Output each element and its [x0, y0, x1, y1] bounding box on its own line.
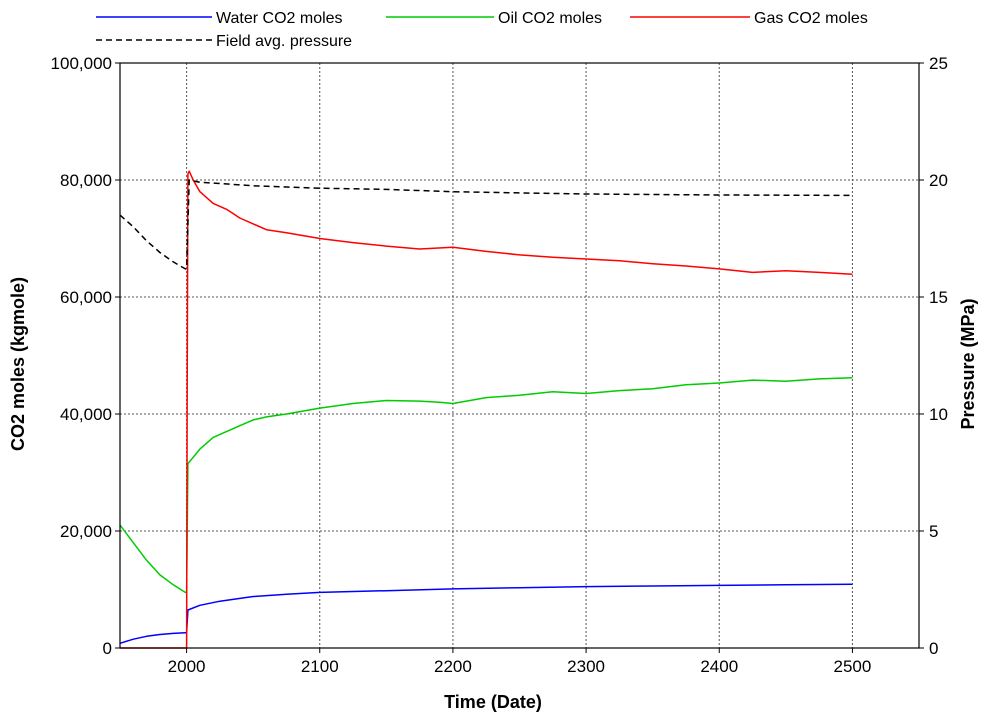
y-axis-title: CO2 moles (kgmole)	[8, 277, 28, 451]
y-tick-label: 0	[103, 639, 112, 658]
series-line-oil-co2-moles	[119, 376, 853, 594]
y2-tick-label: 20	[929, 171, 948, 190]
y2-tick-label: 5	[929, 522, 938, 541]
y-tick-label: 20,000	[60, 522, 112, 541]
y-tick-label: 40,000	[60, 405, 112, 424]
y2-tick-label: 0	[929, 639, 938, 658]
series-line-water-co2-moles	[119, 583, 853, 645]
plot-area	[119, 170, 853, 649]
x-tick-label: 2200	[434, 657, 472, 676]
series-line-gas-co2-moles	[120, 170, 853, 649]
y2-tick-label: 10	[929, 405, 948, 424]
y-axis-left: 0 20,000 40,000 60,000 80,000 100,000	[51, 54, 120, 658]
legend-label: Field avg. pressure	[216, 33, 352, 50]
y-axis-right: 0 5 10 15 20 25	[919, 54, 948, 658]
x-tick-label: 2400	[700, 657, 738, 676]
x-tick-label: 2100	[301, 657, 339, 676]
y-tick-label: 80,000	[60, 171, 112, 190]
grid	[120, 63, 919, 648]
x-tick-label: 2000	[168, 657, 206, 676]
x-tick-label: 2500	[834, 657, 872, 676]
legend-label: Gas CO2 moles	[754, 10, 868, 27]
y-tick-label: 100,000	[51, 54, 112, 73]
y2-tick-label: 25	[929, 54, 948, 73]
x-axis-title: Time (Date)	[444, 692, 542, 712]
legend-label: Oil CO2 moles	[498, 10, 602, 27]
series-line-field-avg-pressure	[119, 179, 853, 270]
y-tick-label: 60,000	[60, 288, 112, 307]
plot-frame	[119, 62, 920, 649]
x-tick-label: 2300	[567, 657, 605, 676]
legend-label: Water CO2 moles	[216, 10, 343, 27]
legend: Water CO2 moles Oil CO2 moles Gas CO2 mole…	[96, 10, 868, 50]
y2-tick-label: 15	[929, 288, 948, 307]
x-axis: 2000 2100 2200 2300 2400 2500	[168, 648, 872, 676]
y2-axis-title: Pressure (MPa)	[958, 298, 978, 429]
